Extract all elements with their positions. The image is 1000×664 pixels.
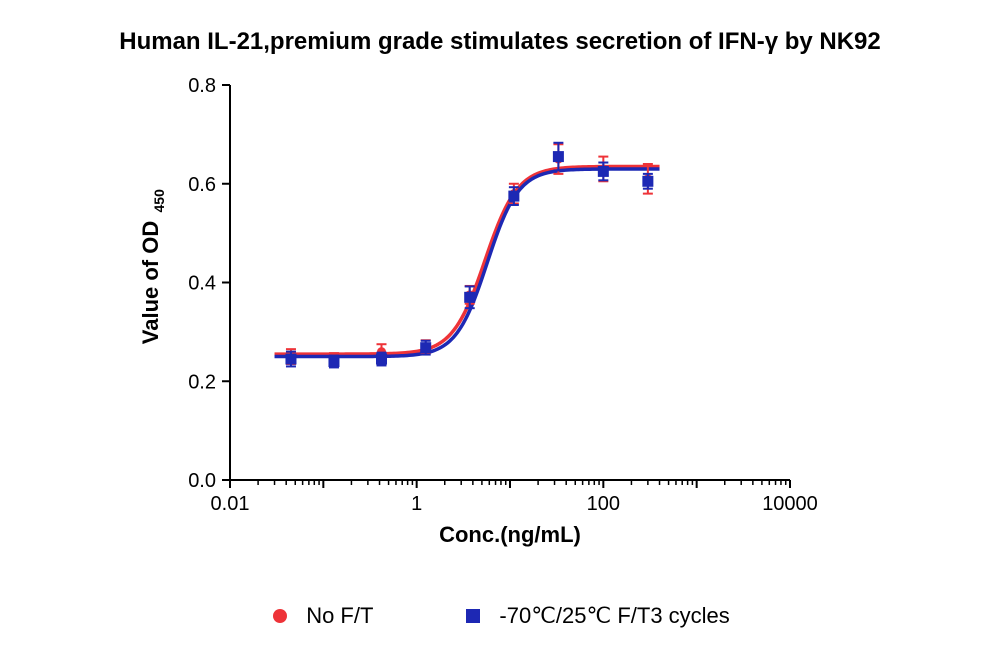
svg-text:0.0: 0.0 xyxy=(188,470,216,492)
legend-label: -70℃/25℃ F/T3 cycles xyxy=(499,603,729,629)
legend-item: No F/T xyxy=(270,603,373,629)
svg-text:Value of OD: Value of OD xyxy=(138,221,163,344)
svg-text:10000: 10000 xyxy=(762,493,818,515)
legend-item: -70℃/25℃ F/T3 cycles xyxy=(463,603,729,629)
svg-text:0.4: 0.4 xyxy=(188,273,216,295)
circle-marker-icon xyxy=(270,606,290,626)
chart-container: Human IL-21,premium grade stimulates sec… xyxy=(0,0,1000,664)
svg-text:450: 450 xyxy=(151,189,167,213)
svg-text:100: 100 xyxy=(587,493,620,515)
svg-text:1: 1 xyxy=(411,493,422,515)
svg-text:0.8: 0.8 xyxy=(188,75,216,97)
legend-label: No F/T xyxy=(306,603,373,629)
svg-text:0.2: 0.2 xyxy=(188,371,216,393)
svg-text:0.6: 0.6 xyxy=(188,174,216,196)
chart-legend: No F/T -70℃/25℃ F/T3 cycles xyxy=(0,603,1000,629)
svg-text:Conc.(ng/mL): Conc.(ng/mL) xyxy=(439,522,581,547)
square-marker-icon xyxy=(463,606,483,626)
svg-text:0.01: 0.01 xyxy=(211,493,250,515)
chart-plot: 0.0 0.2 0.4 0.6 0.8 0.01 1 100 10000 Conc.(ng/mL)… xyxy=(0,0,1000,600)
